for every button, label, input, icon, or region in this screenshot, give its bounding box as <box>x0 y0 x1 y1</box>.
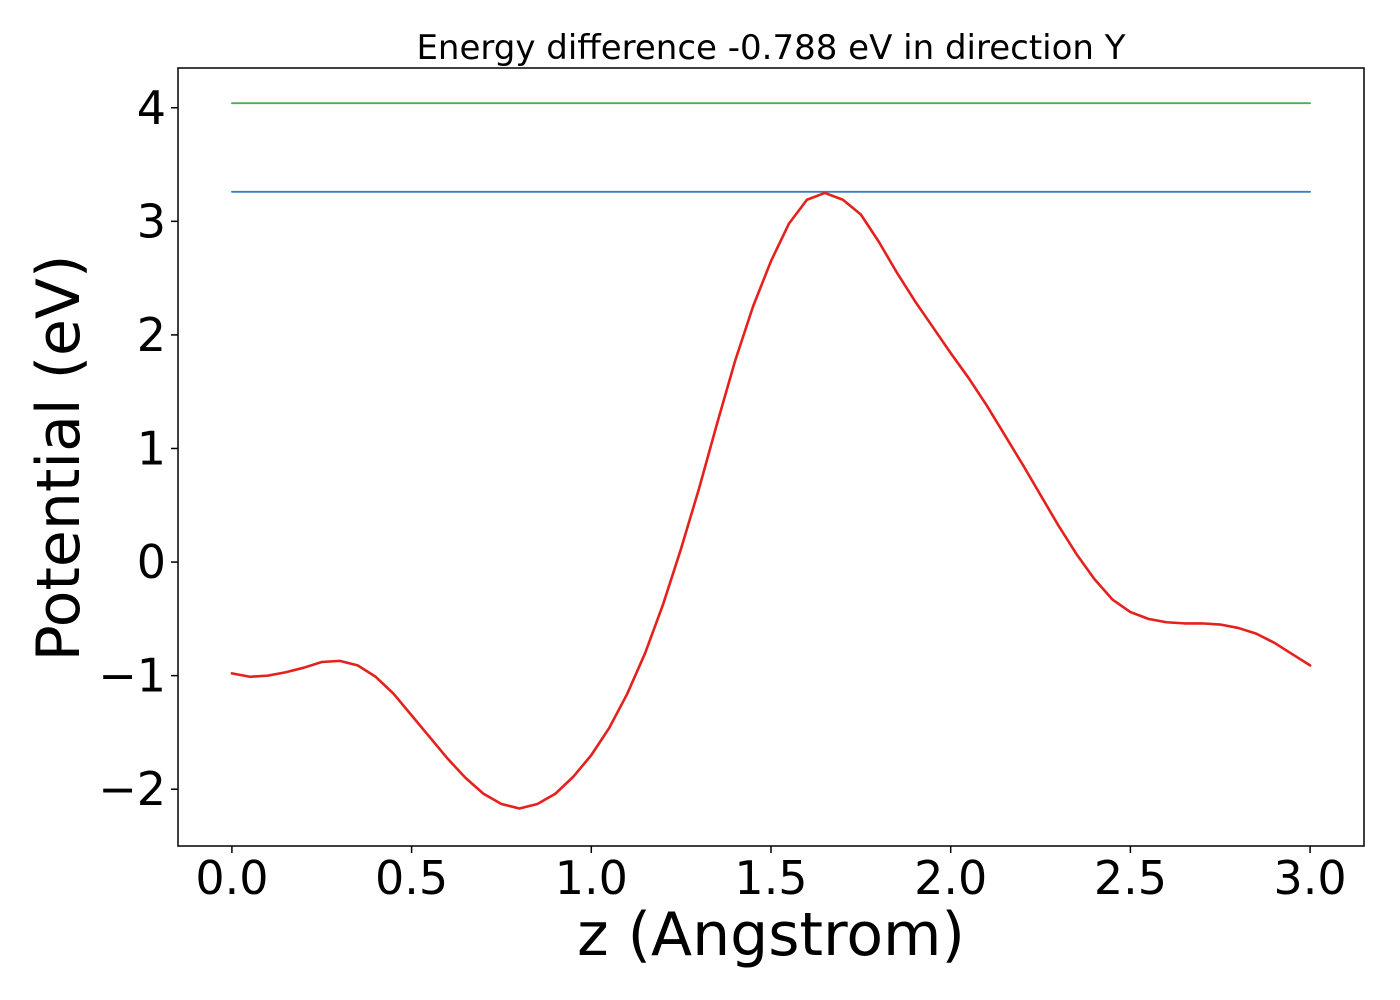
y-tick-label: 4 <box>137 81 166 135</box>
x-tick-label: 1.0 <box>555 851 628 905</box>
x-tick-label: 0.0 <box>195 851 268 905</box>
x-tick-label: 1.5 <box>734 851 807 905</box>
x-tick-label: 3.0 <box>1274 851 1347 905</box>
y-tick-label: −2 <box>98 762 166 816</box>
y-tick-label: 2 <box>137 308 166 362</box>
y-tick-label: 1 <box>137 421 166 475</box>
x-axis-label: z (Angstrom) <box>577 900 965 970</box>
x-tick-label: 2.5 <box>1094 851 1167 905</box>
x-tick-label: 2.0 <box>914 851 987 905</box>
y-tick-label: 0 <box>137 535 166 589</box>
chart-title: Energy difference -0.788 eV in direction… <box>416 28 1125 68</box>
y-axis: −2 −1 0 1 2 3 4 <box>98 81 178 816</box>
x-axis: 0.0 0.5 1.0 1.5 2.0 2.5 3.0 <box>195 846 1347 905</box>
y-axis-label: Potential (eV) <box>24 255 94 662</box>
series-line-potential <box>230 191 1312 810</box>
y-tick-label: 3 <box>137 194 166 248</box>
y-tick-label: −1 <box>98 649 166 703</box>
x-tick-label: 0.5 <box>375 851 448 905</box>
series-layer <box>230 102 1312 810</box>
